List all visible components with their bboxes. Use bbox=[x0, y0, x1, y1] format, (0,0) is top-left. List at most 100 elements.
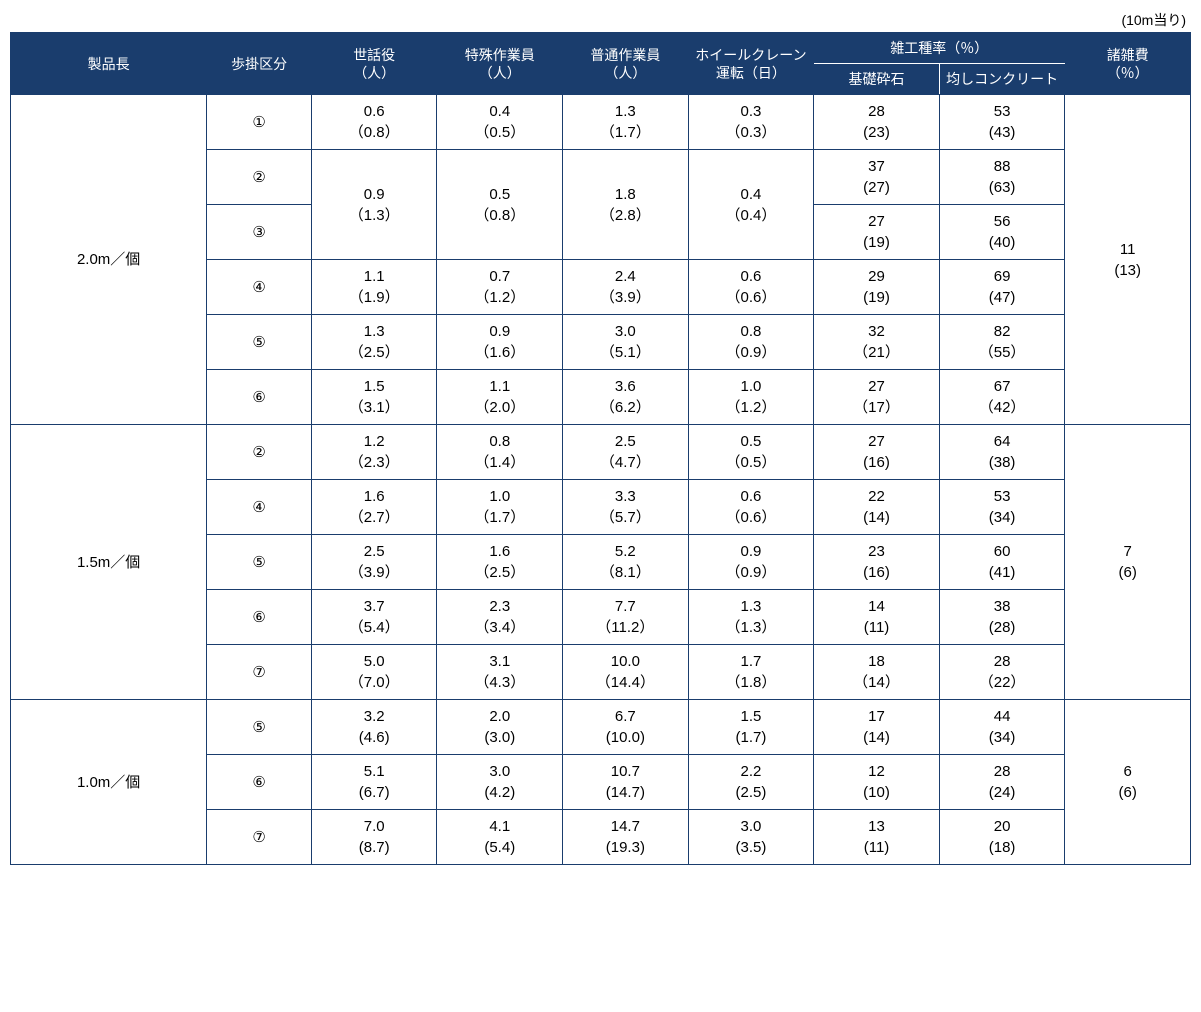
cell-m2: 38(28) bbox=[939, 590, 1065, 645]
cell-m1: 23(16) bbox=[814, 535, 940, 590]
cell-special: 1.1（2.0） bbox=[437, 370, 563, 425]
cell-special: 4.1(5.4) bbox=[437, 810, 563, 865]
cell-crane: 1.5(1.7) bbox=[688, 700, 814, 755]
cell-m1: 27(19) bbox=[814, 205, 940, 260]
cell-special: 0.9（1.6） bbox=[437, 315, 563, 370]
cell-category: ④ bbox=[207, 480, 312, 535]
cell-m1: 37(27) bbox=[814, 150, 940, 205]
cell-product-length: 1.5m／個 bbox=[11, 425, 207, 700]
header-crane: ホイールクレーン運転（日） bbox=[688, 33, 814, 95]
cell-special: 0.5（0.8） bbox=[437, 150, 563, 260]
cell-general: 3.0（5.1） bbox=[563, 315, 689, 370]
header-supervisor: 世話役（人） bbox=[311, 33, 437, 95]
cell-special: 2.0(3.0) bbox=[437, 700, 563, 755]
cell-supervisor: 1.1（1.9） bbox=[311, 260, 437, 315]
cell-category: ② bbox=[207, 425, 312, 480]
cell-category: ⑤ bbox=[207, 535, 312, 590]
cell-crane: 2.2(2.5) bbox=[688, 755, 814, 810]
cell-category: ⑥ bbox=[207, 370, 312, 425]
cell-misc-cost: 6(6) bbox=[1065, 700, 1191, 865]
cell-supervisor: 1.6（2.7） bbox=[311, 480, 437, 535]
cell-m1: 14(11) bbox=[814, 590, 940, 645]
cell-crane: 0.5（0.5） bbox=[688, 425, 814, 480]
cell-product-length: 1.0m／個 bbox=[11, 700, 207, 865]
header-misc-cost: 諸雑費（％） bbox=[1065, 33, 1191, 95]
cell-general: 6.7(10.0) bbox=[563, 700, 689, 755]
cell-m2: 44(34) bbox=[939, 700, 1065, 755]
cell-special: 0.8（1.4） bbox=[437, 425, 563, 480]
cell-general: 1.8（2.8） bbox=[563, 150, 689, 260]
cell-m1: 27(16) bbox=[814, 425, 940, 480]
cell-category: ② bbox=[207, 150, 312, 205]
cell-category: ④ bbox=[207, 260, 312, 315]
cell-m2: 28（22） bbox=[939, 645, 1065, 700]
cell-general: 10.7(14.7) bbox=[563, 755, 689, 810]
cell-special: 3.1（4.3） bbox=[437, 645, 563, 700]
cell-supervisor: 3.2(4.6) bbox=[311, 700, 437, 755]
cell-special: 0.7（1.2） bbox=[437, 260, 563, 315]
cell-product-length: 2.0m／個 bbox=[11, 95, 207, 425]
cell-supervisor: 0.9（1.3） bbox=[311, 150, 437, 260]
table-body: 2.0m／個①0.6（0.8）0.4（0.5）1.3（1.7）0.3（0.3）2… bbox=[11, 95, 1191, 865]
cell-crane: 0.9（0.9） bbox=[688, 535, 814, 590]
cell-general: 10.0（14.4） bbox=[563, 645, 689, 700]
cell-special: 0.4（0.5） bbox=[437, 95, 563, 150]
cell-m1: 29(19) bbox=[814, 260, 940, 315]
cell-category: ⑥ bbox=[207, 590, 312, 645]
cell-crane: 0.6（0.6） bbox=[688, 480, 814, 535]
header-general-worker: 普通作業員（人） bbox=[563, 33, 689, 95]
cell-supervisor: 7.0(8.7) bbox=[311, 810, 437, 865]
cell-m1: 17(14) bbox=[814, 700, 940, 755]
cell-category: ⑤ bbox=[207, 700, 312, 755]
cell-supervisor: 1.2（2.3） bbox=[311, 425, 437, 480]
cell-special: 3.0(4.2) bbox=[437, 755, 563, 810]
cell-general: 7.7（11.2） bbox=[563, 590, 689, 645]
cell-crane: 3.0(3.5) bbox=[688, 810, 814, 865]
cell-m2: 69(47) bbox=[939, 260, 1065, 315]
cell-category: ① bbox=[207, 95, 312, 150]
cell-category: ⑤ bbox=[207, 315, 312, 370]
cell-m2: 64(38) bbox=[939, 425, 1065, 480]
cell-m2: 28(24) bbox=[939, 755, 1065, 810]
cell-m1: 12(10) bbox=[814, 755, 940, 810]
cell-special: 2.3（3.4） bbox=[437, 590, 563, 645]
cell-supervisor: 5.0（7.0） bbox=[311, 645, 437, 700]
cell-category: ⑦ bbox=[207, 645, 312, 700]
cell-special: 1.0（1.7） bbox=[437, 480, 563, 535]
cell-supervisor: 3.7（5.4） bbox=[311, 590, 437, 645]
table-header: 製品長 歩掛区分 世話役（人） 特殊作業員（人） 普通作業員（人） ホイールクレ… bbox=[11, 33, 1191, 95]
cell-m2: 88(63) bbox=[939, 150, 1065, 205]
cell-special: 1.6（2.5） bbox=[437, 535, 563, 590]
cell-general: 3.6（6.2） bbox=[563, 370, 689, 425]
cell-m1: 27（17） bbox=[814, 370, 940, 425]
cell-general: 1.3（1.7） bbox=[563, 95, 689, 150]
header-special-worker: 特殊作業員（人） bbox=[437, 33, 563, 95]
cell-m2: 56(40) bbox=[939, 205, 1065, 260]
cell-m1: 28(23) bbox=[814, 95, 940, 150]
cell-m1: 22(14) bbox=[814, 480, 940, 535]
table-row: 1.0m／個⑤3.2(4.6)2.0(3.0)6.7(10.0)1.5(1.7)… bbox=[11, 700, 1191, 755]
cell-general: 14.7(19.3) bbox=[563, 810, 689, 865]
cell-m2: 53(34) bbox=[939, 480, 1065, 535]
cell-m1: 18（14） bbox=[814, 645, 940, 700]
cell-crane: 1.7（1.8） bbox=[688, 645, 814, 700]
cell-m2: 60(41) bbox=[939, 535, 1065, 590]
cell-supervisor: 1.3（2.5） bbox=[311, 315, 437, 370]
cell-m2: 82（55） bbox=[939, 315, 1065, 370]
cell-m1: 32（21） bbox=[814, 315, 940, 370]
header-category: 歩掛区分 bbox=[207, 33, 312, 95]
data-table: 製品長 歩掛区分 世話役（人） 特殊作業員（人） 普通作業員（人） ホイールクレ… bbox=[10, 32, 1191, 865]
cell-general: 5.2（8.1） bbox=[563, 535, 689, 590]
cell-category: ⑦ bbox=[207, 810, 312, 865]
table-row: 2.0m／個①0.6（0.8）0.4（0.5）1.3（1.7）0.3（0.3）2… bbox=[11, 95, 1191, 150]
cell-category: ③ bbox=[207, 205, 312, 260]
cell-misc-cost: 11(13) bbox=[1065, 95, 1191, 425]
cell-supervisor: 2.5（3.9） bbox=[311, 535, 437, 590]
cell-m2: 20(18) bbox=[939, 810, 1065, 865]
cell-category: ⑥ bbox=[207, 755, 312, 810]
cell-supervisor: 1.5（3.1） bbox=[311, 370, 437, 425]
cell-crane: 0.3（0.3） bbox=[688, 95, 814, 150]
unit-label: (10m当り) bbox=[10, 10, 1191, 30]
header-misc-sub1: 基礎砕石 bbox=[814, 64, 940, 95]
cell-m2: 67（42） bbox=[939, 370, 1065, 425]
